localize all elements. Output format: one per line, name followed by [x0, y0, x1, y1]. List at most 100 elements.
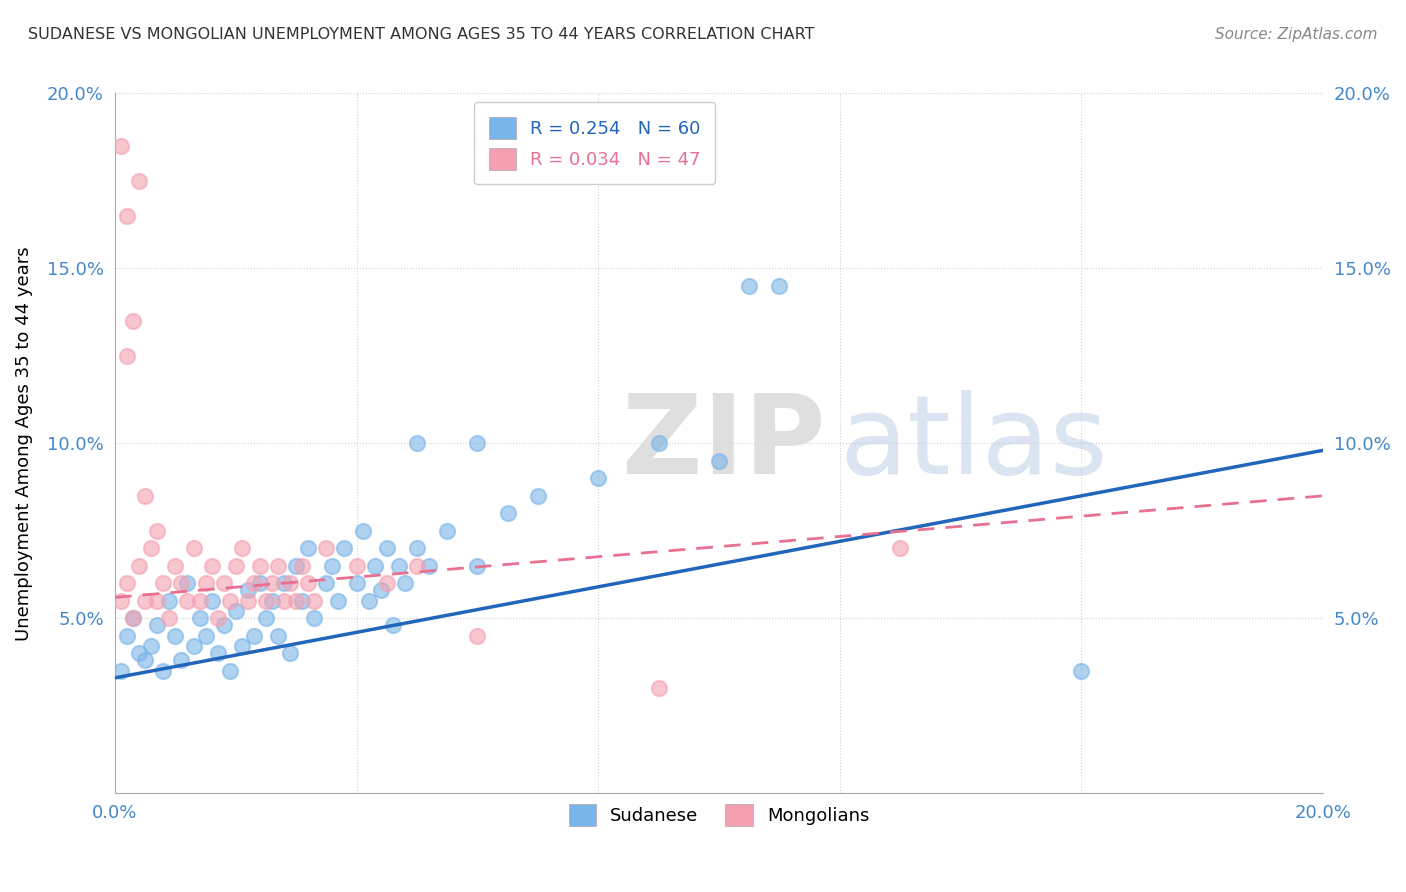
Point: [526, 489, 548, 503]
Point: [254, 611, 277, 625]
Point: [267, 558, 290, 573]
Point: [225, 558, 247, 573]
Point: [333, 541, 356, 556]
Point: [141, 541, 163, 556]
Point: [134, 653, 156, 667]
Point: [176, 576, 198, 591]
Point: [115, 349, 138, 363]
Point: [406, 436, 429, 450]
Point: [236, 583, 259, 598]
Point: [115, 629, 138, 643]
Point: [260, 576, 283, 591]
Point: [375, 576, 398, 591]
Point: [297, 541, 319, 556]
Point: [889, 541, 911, 556]
Point: [707, 454, 730, 468]
Point: [188, 594, 211, 608]
Point: [363, 558, 385, 573]
Text: Source: ZipAtlas.com: Source: ZipAtlas.com: [1215, 27, 1378, 42]
Point: [231, 541, 253, 556]
Point: [243, 576, 266, 591]
Point: [267, 629, 290, 643]
Point: [436, 524, 458, 538]
Point: [115, 209, 138, 223]
Point: [273, 594, 295, 608]
Point: [586, 471, 609, 485]
Point: [134, 594, 156, 608]
Point: [496, 507, 519, 521]
Point: [249, 576, 271, 591]
Point: [768, 278, 790, 293]
Point: [170, 576, 193, 591]
Point: [304, 594, 326, 608]
Point: [110, 664, 132, 678]
Point: [146, 524, 169, 538]
Point: [260, 594, 283, 608]
Point: [321, 558, 343, 573]
Point: [183, 640, 205, 654]
Point: [188, 611, 211, 625]
Point: [218, 594, 240, 608]
Point: [157, 594, 180, 608]
Point: [176, 594, 198, 608]
Point: [738, 278, 761, 293]
Point: [218, 664, 240, 678]
Point: [170, 653, 193, 667]
Point: [201, 594, 224, 608]
Point: [291, 558, 314, 573]
Point: [207, 646, 229, 660]
Point: [134, 489, 156, 503]
Point: [467, 629, 489, 643]
Text: SUDANESE VS MONGOLIAN UNEMPLOYMENT AMONG AGES 35 TO 44 YEARS CORRELATION CHART: SUDANESE VS MONGOLIAN UNEMPLOYMENT AMONG…: [28, 27, 814, 42]
Point: [194, 576, 217, 591]
Legend: Sudanese, Mongolians: Sudanese, Mongolians: [561, 797, 876, 833]
Point: [128, 174, 150, 188]
Point: [152, 576, 174, 591]
Point: [141, 640, 163, 654]
Point: [406, 558, 429, 573]
Point: [207, 611, 229, 625]
Point: [146, 618, 169, 632]
Point: [212, 618, 235, 632]
Point: [647, 436, 669, 450]
Point: [249, 558, 271, 573]
Point: [152, 664, 174, 678]
Point: [285, 594, 308, 608]
Y-axis label: Unemployment Among Ages 35 to 44 years: Unemployment Among Ages 35 to 44 years: [15, 246, 32, 640]
Point: [278, 576, 301, 591]
Point: [236, 594, 259, 608]
Point: [165, 629, 187, 643]
Point: [346, 576, 368, 591]
Point: [201, 558, 224, 573]
Point: [375, 541, 398, 556]
Point: [388, 558, 411, 573]
Text: ZIP: ZIP: [623, 390, 825, 497]
Point: [212, 576, 235, 591]
Point: [328, 594, 350, 608]
Point: [115, 576, 138, 591]
Point: [370, 583, 392, 598]
Point: [243, 629, 266, 643]
Point: [122, 314, 145, 328]
Point: [418, 558, 440, 573]
Point: [467, 436, 489, 450]
Point: [278, 646, 301, 660]
Point: [110, 594, 132, 608]
Point: [352, 524, 374, 538]
Point: [165, 558, 187, 573]
Point: [231, 640, 253, 654]
Point: [122, 611, 145, 625]
Point: [128, 558, 150, 573]
Point: [304, 611, 326, 625]
Point: [297, 576, 319, 591]
Point: [146, 594, 169, 608]
Point: [254, 594, 277, 608]
Point: [406, 541, 429, 556]
Point: [357, 594, 380, 608]
Point: [194, 629, 217, 643]
Point: [381, 618, 404, 632]
Text: atlas: atlas: [839, 390, 1108, 497]
Point: [467, 558, 489, 573]
Point: [285, 558, 308, 573]
Point: [110, 139, 132, 153]
